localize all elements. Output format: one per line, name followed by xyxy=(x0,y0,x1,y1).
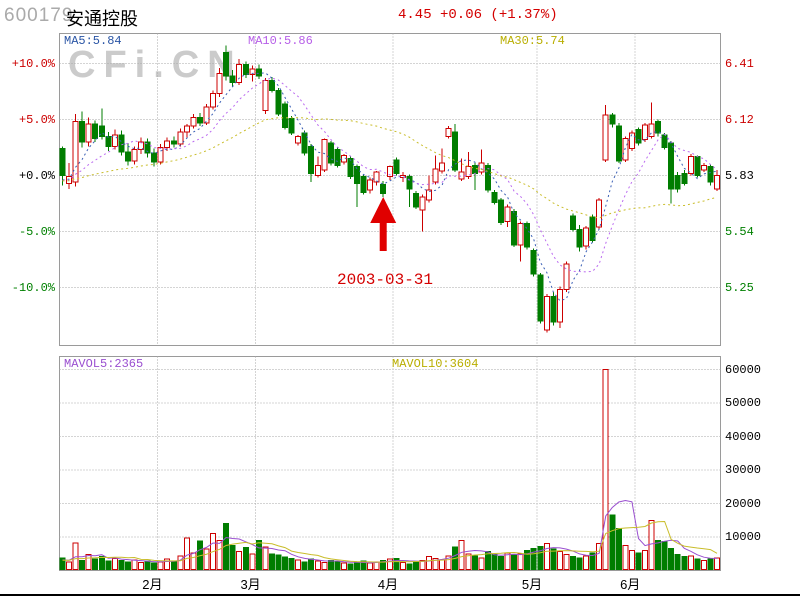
price-axis-right-tick: 5.54 xyxy=(725,224,754,239)
month-label: 5月 xyxy=(521,577,543,592)
volume-axis-tick: 10000 xyxy=(725,530,762,544)
volume-axis-tick: 40000 xyxy=(725,429,762,444)
price-axis-left-tick: +10.0% xyxy=(11,56,55,71)
month-label: 6月 xyxy=(620,577,641,592)
price-axis-right-tick: 5.25 xyxy=(725,280,754,295)
stock-code: 600179 xyxy=(4,5,74,26)
price-axis-left-tick: +5.0% xyxy=(18,112,55,127)
bottom-divider xyxy=(0,594,800,596)
quote-price-change: 4.45 +0.06 (+1.37%) xyxy=(398,7,558,23)
legend-ma5: MA5:5.84 xyxy=(64,34,122,48)
volume-axis-tick: 60000 xyxy=(725,362,762,377)
stock-name: 安通控股 xyxy=(66,9,138,29)
month-label: 2月 xyxy=(142,577,163,592)
price-axis-left-tick: -10.0% xyxy=(11,280,55,295)
legend-mavol5: MAVOL5:2365 xyxy=(64,357,144,371)
volume-axis-tick: 30000 xyxy=(725,463,762,477)
cfi-watermark: CFi.CN xyxy=(68,44,243,86)
legend-ma10: MA10:5.86 xyxy=(248,34,313,48)
legend-mavol10: MAVOL10:3604 xyxy=(392,357,479,371)
price-axis-right-tick: 5.83 xyxy=(725,168,754,183)
volume-axis-tick: 50000 xyxy=(725,396,762,410)
legend-ma30: MA30:5.74 xyxy=(500,34,565,48)
volume-axis-tick: 20000 xyxy=(725,496,762,511)
month-label: 4月 xyxy=(377,577,399,592)
price-axis-left-tick: +0.0% xyxy=(18,168,55,183)
annotation-date-label: 2003-03-31 xyxy=(336,271,433,289)
price-axis-right-tick: 6.41 xyxy=(725,56,754,71)
month-label: 3月 xyxy=(240,577,261,592)
price-axis-right-tick: 6.12 xyxy=(725,112,754,127)
annotation-arrow xyxy=(370,197,397,251)
price-axis-left-tick: -5.0% xyxy=(18,224,55,239)
